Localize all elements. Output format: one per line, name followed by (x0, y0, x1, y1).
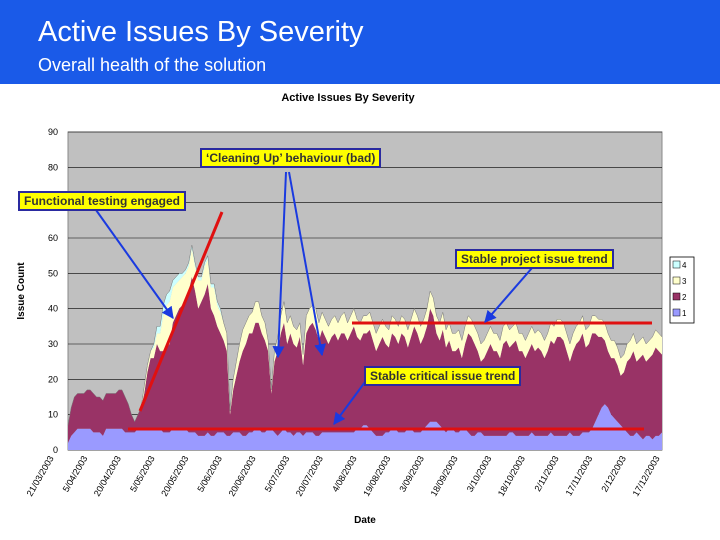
x-tick-label: 3/09/2003 (397, 454, 426, 494)
y-tick-label: 40 (48, 304, 58, 314)
y-axis-label: Issue Count (16, 262, 27, 320)
legend-swatch (672, 292, 681, 301)
x-tick-label: 20/04/2003 (92, 454, 123, 498)
x-tick-label: 5/06/2003 (195, 454, 224, 494)
arrow-stable-project (484, 267, 533, 323)
y-tick-label: 20 (48, 374, 58, 384)
x-tick-label: 17/11/2003 (564, 454, 595, 497)
x-tick-label: 2/11/2003 (532, 454, 560, 493)
area-series-1 (68, 404, 662, 450)
y-tick-label: 30 (48, 339, 58, 349)
arrow-functional (95, 209, 174, 319)
annotation-stable-project: Stable project issue trend (455, 249, 614, 269)
slide-subtitle: Overall health of the solution (38, 55, 267, 75)
x-tick-label: 17/12/2003 (631, 454, 662, 498)
x-tick-label: 5/05/2003 (128, 454, 157, 494)
x-tick-label: 18/10/2003 (496, 454, 527, 498)
arrow-cleaning-2 (288, 171, 326, 357)
x-tick-label: 5/07/2003 (263, 454, 292, 494)
x-tick-label: 20/05/2003 (159, 454, 190, 498)
chart-legend: 4 3 2 1 (669, 256, 695, 324)
x-axis-label: Date (354, 515, 376, 526)
trend-line-functional (138, 211, 224, 412)
x-tick-label: 3/10/2003 (465, 454, 494, 494)
arrow-stable-critical (333, 381, 366, 425)
y-tick-label: 50 (48, 268, 58, 278)
legend-label: 4 (682, 261, 687, 270)
x-tick-label: 18/09/2003 (429, 454, 460, 498)
x-tick-label: 19/08/2003 (361, 454, 392, 498)
area-series-2 (68, 276, 662, 443)
y-tick-label: 60 (48, 233, 58, 243)
x-tick-label: 4/08/2003 (330, 454, 359, 494)
x-tick-label: 5/04/2003 (61, 454, 90, 494)
legend-swatch (672, 308, 681, 317)
x-tick-label: 20/06/2003 (227, 454, 258, 498)
x-tick-label: 20/07/2003 (294, 454, 325, 498)
arrow-cleaning-1 (272, 171, 287, 359)
slide-title: Active Issues By Severity (38, 16, 364, 48)
legend-swatch (672, 260, 681, 269)
slide-header: Active Issues By Severity Overall health… (0, 0, 720, 84)
y-tick-label: 80 (48, 162, 58, 172)
x-tick-label: 2/12/2003 (599, 454, 628, 494)
y-tick-label: 10 (48, 410, 58, 420)
x-tick-label: 21/03/2003 (25, 454, 56, 498)
legend-label: 3 (682, 277, 687, 286)
y-tick-label: 90 (48, 127, 58, 137)
legend-swatch (672, 276, 681, 285)
y-tick-label: 0 (53, 445, 58, 455)
legend-label: 1 (682, 309, 687, 318)
chart-title: Active Issues By Severity (281, 92, 415, 104)
legend-label: 2 (682, 293, 687, 302)
annotation-cleaning-up: ‘Cleaning Up’ behaviour (bad) (200, 148, 382, 168)
annotation-stable-critical: Stable critical issue trend (364, 366, 522, 386)
annotation-functional-testing: Functional testing engaged (18, 191, 187, 211)
